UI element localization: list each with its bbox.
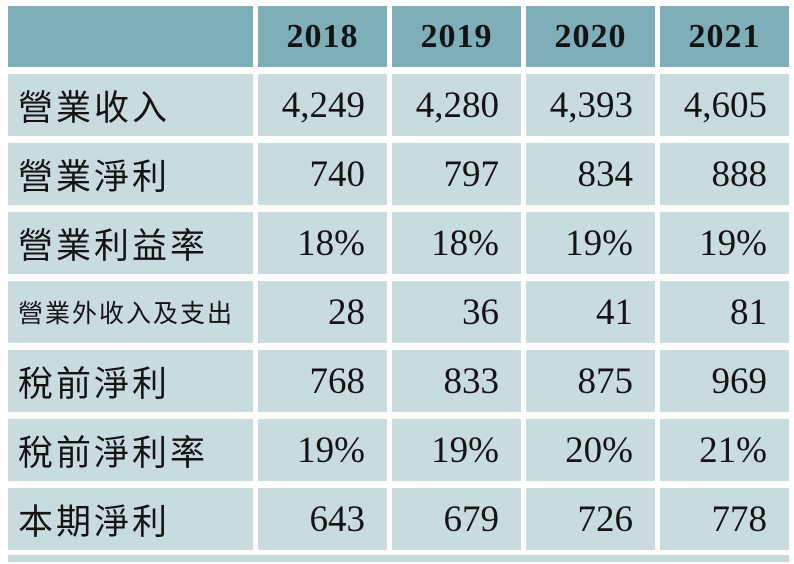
cell-operating-revenue-2020: 4,393 (526, 74, 655, 136)
cell-pretax-profit-2019: 833 (392, 350, 521, 412)
cell-pretax-margin-2020: 20% (526, 419, 655, 481)
cell-non-operating-2020: 41 (526, 281, 655, 343)
cell-net-profit-2020: 726 (526, 488, 655, 550)
financial-table: 2018 2019 2020 2021 營業收入 4,249 4,280 4,3… (8, 6, 789, 550)
column-header-2019: 2019 (392, 6, 521, 67)
row-label-operating-profit: 營業淨利 (8, 143, 253, 205)
cell-operating-revenue-2021: 4,605 (660, 74, 789, 136)
row-label-operating-revenue: 營業收入 (8, 74, 253, 136)
table-bottom-strip (8, 555, 789, 562)
cell-pretax-profit-2018: 768 (258, 350, 387, 412)
row-label-net-profit: 本期淨利 (8, 488, 253, 550)
cell-operating-revenue-2018: 4,249 (258, 74, 387, 136)
cell-operating-profit-2021: 888 (660, 143, 789, 205)
column-header-2020: 2020 (526, 6, 655, 67)
cell-pretax-profit-2021: 969 (660, 350, 789, 412)
cell-non-operating-2019: 36 (392, 281, 521, 343)
cell-net-profit-2019: 679 (392, 488, 521, 550)
cell-operating-revenue-2019: 4,280 (392, 74, 521, 136)
cell-operating-margin-2019: 18% (392, 212, 521, 274)
row-label-pretax-profit: 稅前淨利 (8, 350, 253, 412)
cell-non-operating-2018: 28 (258, 281, 387, 343)
cell-net-profit-2021: 778 (660, 488, 789, 550)
cell-pretax-margin-2018: 19% (258, 419, 387, 481)
column-header-2018: 2018 (258, 6, 387, 67)
cell-operating-profit-2018: 740 (258, 143, 387, 205)
cell-operating-margin-2020: 19% (526, 212, 655, 274)
row-label-non-operating-income-expense: 營業外收入及支出 (8, 281, 253, 343)
cell-operating-profit-2020: 834 (526, 143, 655, 205)
cell-operating-profit-2019: 797 (392, 143, 521, 205)
cell-pretax-margin-2019: 19% (392, 419, 521, 481)
column-header-2021: 2021 (660, 6, 789, 67)
row-label-operating-margin: 營業利益率 (8, 212, 253, 274)
cell-operating-margin-2018: 18% (258, 212, 387, 274)
cell-net-profit-2018: 643 (258, 488, 387, 550)
cell-non-operating-2021: 81 (660, 281, 789, 343)
cell-pretax-margin-2021: 21% (660, 419, 789, 481)
header-corner-cell (8, 6, 253, 67)
cell-operating-margin-2021: 19% (660, 212, 789, 274)
row-label-pretax-margin: 稅前淨利率 (8, 419, 253, 481)
cell-pretax-profit-2020: 875 (526, 350, 655, 412)
